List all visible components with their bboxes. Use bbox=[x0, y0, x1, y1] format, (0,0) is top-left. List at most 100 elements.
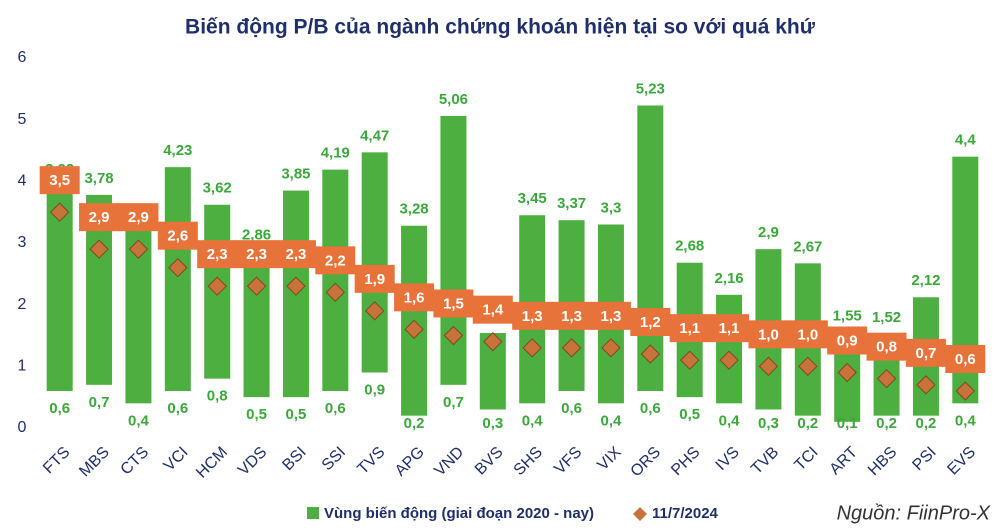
marker bbox=[719, 350, 739, 370]
x-tick-label: ORS bbox=[628, 444, 665, 481]
low-label: 0,6 bbox=[561, 400, 582, 417]
y-tick-label: 5 bbox=[18, 111, 27, 128]
value-box bbox=[827, 326, 868, 355]
marker bbox=[246, 276, 267, 296]
source: Nguồn: FiinPro-X bbox=[837, 502, 991, 524]
marker bbox=[640, 344, 661, 364]
high-label: 3,85 bbox=[281, 166, 310, 183]
value-label: 0,8 bbox=[876, 339, 897, 356]
low-label: 0,2 bbox=[404, 415, 425, 432]
x-tick-label: VFS bbox=[551, 444, 585, 478]
x-tick-label: MBS bbox=[76, 444, 113, 481]
y-tick-label: 6 bbox=[18, 49, 27, 66]
low-label: 0,4 bbox=[719, 412, 741, 429]
range-bar bbox=[243, 251, 270, 398]
marker bbox=[679, 350, 700, 370]
value-label: 1,1 bbox=[719, 320, 740, 337]
range-bar bbox=[322, 169, 349, 391]
x-tick-label: APG bbox=[392, 444, 428, 480]
value-box bbox=[79, 203, 120, 232]
value-box bbox=[433, 289, 474, 318]
marker bbox=[325, 282, 346, 303]
low-label: 0,2 bbox=[916, 415, 937, 432]
value-box bbox=[512, 301, 553, 330]
low-label: 0,4 bbox=[601, 412, 623, 429]
low-label: 0,6 bbox=[640, 400, 661, 417]
high-label: 5,23 bbox=[636, 80, 665, 97]
range-bar bbox=[716, 294, 743, 404]
high-label: 4,19 bbox=[321, 145, 350, 162]
x-tick-label: EVS bbox=[944, 444, 979, 479]
high-label: 2,68 bbox=[675, 238, 704, 255]
value-label: 1,3 bbox=[522, 308, 543, 325]
value-label: 2,9 bbox=[128, 209, 149, 226]
value-label: 2,3 bbox=[246, 246, 267, 263]
x-tick-label: VCI bbox=[161, 444, 192, 475]
range-bar bbox=[164, 167, 191, 391]
high-label: 2,16 bbox=[714, 270, 743, 287]
range-bar bbox=[361, 152, 388, 373]
value-box bbox=[748, 320, 789, 349]
x-tick-label: SSI bbox=[319, 444, 349, 474]
marker bbox=[286, 276, 306, 296]
value-box bbox=[39, 166, 80, 195]
low-label: 0,8 bbox=[207, 388, 228, 405]
high-label: 3,62 bbox=[203, 180, 232, 197]
value-box bbox=[630, 308, 671, 336]
low-label: 0,5 bbox=[246, 406, 267, 423]
value-label: 2,6 bbox=[167, 228, 188, 245]
value-label: 1,1 bbox=[679, 320, 700, 337]
low-label: 0,4 bbox=[955, 412, 977, 429]
value-box bbox=[551, 301, 592, 330]
value-label: 1,3 bbox=[601, 308, 622, 325]
x-tick-label: VND bbox=[431, 444, 467, 480]
x-tick-label: VIX bbox=[594, 444, 624, 474]
value-label: 0,7 bbox=[916, 345, 937, 362]
high-label: 1,55 bbox=[833, 307, 862, 324]
high-label: 2,12 bbox=[911, 272, 940, 289]
x-tick-label: PSI bbox=[909, 444, 939, 474]
high-label: 3,37 bbox=[557, 195, 586, 212]
x-tick-label: TVS bbox=[354, 444, 388, 478]
high-label: 3,3 bbox=[601, 199, 622, 216]
value-box bbox=[394, 283, 435, 312]
high-label: 3,45 bbox=[518, 190, 547, 207]
value-box bbox=[945, 345, 986, 373]
marker bbox=[837, 362, 857, 383]
value-box bbox=[709, 314, 750, 343]
x-tick-label: ART bbox=[827, 444, 862, 479]
x-tick-label: CTS bbox=[118, 444, 153, 479]
legend-marker bbox=[633, 507, 647, 521]
low-label: 0,6 bbox=[49, 400, 70, 417]
value-box bbox=[669, 314, 710, 343]
legend-swatch bbox=[307, 507, 319, 519]
x-tick-label: HBS bbox=[865, 444, 900, 479]
high-label: 1,52 bbox=[872, 309, 901, 326]
x-tick-label: BVS bbox=[472, 444, 507, 479]
low-label: 0,7 bbox=[89, 394, 110, 411]
y-tick-label: 3 bbox=[18, 234, 27, 251]
high-label: 4,4 bbox=[955, 132, 977, 149]
marker bbox=[916, 375, 936, 395]
value-box bbox=[275, 240, 316, 269]
low-label: 0,6 bbox=[167, 400, 188, 417]
legend-label: 11/7/2024 bbox=[652, 505, 719, 522]
marker bbox=[49, 202, 70, 222]
low-label: 0,3 bbox=[482, 415, 503, 432]
low-label: 0,4 bbox=[128, 412, 150, 429]
marker bbox=[364, 301, 385, 321]
value-box bbox=[236, 240, 277, 269]
low-label: 0,9 bbox=[364, 381, 385, 398]
marker bbox=[955, 381, 976, 401]
marker bbox=[758, 356, 779, 377]
value-label: 1,9 bbox=[364, 271, 385, 288]
value-label: 2,3 bbox=[207, 246, 228, 263]
value-box bbox=[787, 320, 828, 349]
marker bbox=[798, 356, 818, 377]
value-box bbox=[866, 332, 907, 361]
value-label: 1,2 bbox=[640, 314, 661, 331]
value-label: 1,4 bbox=[482, 302, 504, 319]
high-label: 4,47 bbox=[360, 127, 389, 144]
marker bbox=[207, 276, 227, 296]
high-label: 5,06 bbox=[439, 91, 468, 108]
